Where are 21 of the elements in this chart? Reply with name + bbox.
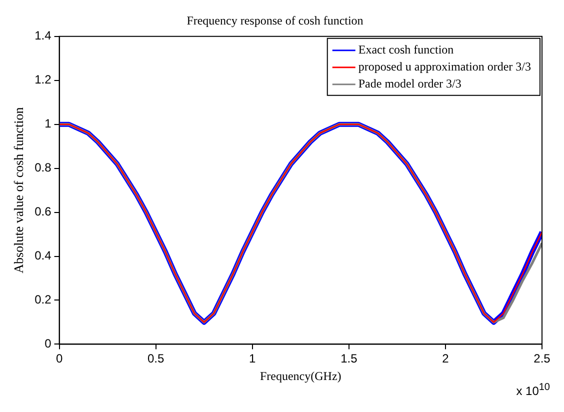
x-tick-label: 2.5 xyxy=(534,352,551,366)
y-tick-label: 0.2 xyxy=(34,292,52,307)
x-tick-label: 0.5 xyxy=(147,352,164,366)
legend-label: Pade model order 3/3 xyxy=(358,76,462,91)
y-tick-label: 1.2 xyxy=(34,72,52,87)
x-tick-label: 0 xyxy=(56,352,63,366)
chart-title: Frequency response of cosh function xyxy=(186,13,364,28)
y-tick-label: 0.4 xyxy=(34,248,52,263)
x-axis-title: Frequency(GHz) xyxy=(260,368,342,383)
y-tick-label: 0.8 xyxy=(34,160,52,175)
y-tick-label: 1.4 xyxy=(34,28,52,43)
legend-label: proposed u approximation order 3/3 xyxy=(358,60,532,74)
x-tick-label: 1 xyxy=(249,352,256,366)
y-axis-title: Absolute value of cosh function xyxy=(11,106,26,274)
text: x 10$^{10}$ xyxy=(516,382,550,398)
y-tick-label: 0.6 xyxy=(34,204,52,219)
y-tick-label: 0 xyxy=(44,336,52,351)
x-tick-label: 1.5 xyxy=(340,352,358,366)
legend-label: Exact cosh function xyxy=(358,42,454,57)
y-tick-label: 1 xyxy=(44,116,52,131)
x-tick-label: 2 xyxy=(442,352,450,366)
